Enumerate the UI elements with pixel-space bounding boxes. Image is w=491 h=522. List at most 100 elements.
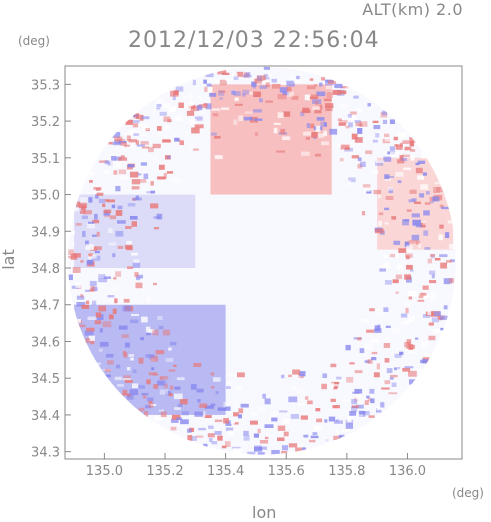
speckle <box>316 117 325 121</box>
speckle <box>205 72 214 78</box>
speckle <box>130 313 139 316</box>
speckle <box>410 349 416 354</box>
speckle <box>288 443 298 448</box>
speckle <box>384 178 392 181</box>
speckle <box>192 79 196 86</box>
speckle <box>76 301 86 307</box>
speckle <box>132 131 140 134</box>
speckle <box>366 329 375 333</box>
speckle <box>361 319 369 323</box>
speckle <box>223 418 229 424</box>
speckle <box>133 132 139 136</box>
speckle <box>354 397 359 402</box>
speckle <box>68 274 73 281</box>
speckle <box>146 191 154 194</box>
radar-field <box>68 66 456 455</box>
speckle <box>405 307 409 314</box>
x-tick-label: 135.0 <box>86 464 123 479</box>
speckle <box>330 398 336 403</box>
speckle <box>402 367 411 372</box>
speckle <box>80 205 86 211</box>
speckle <box>438 234 443 241</box>
speckle <box>242 93 246 97</box>
speckle <box>345 86 351 91</box>
speckle <box>153 282 157 286</box>
speckle <box>168 369 176 372</box>
speckle <box>383 255 388 259</box>
speckle <box>433 311 442 317</box>
speckle <box>401 157 408 162</box>
speckle <box>408 295 413 300</box>
speckle <box>321 383 328 390</box>
speckle <box>185 131 191 135</box>
speckle <box>264 398 271 405</box>
speckle <box>351 133 358 140</box>
speckle <box>406 264 413 270</box>
speckle <box>257 406 265 411</box>
speckle <box>419 294 428 300</box>
speckle <box>309 78 314 81</box>
speckle <box>348 115 357 120</box>
speckle <box>391 382 397 387</box>
speckle <box>180 419 189 425</box>
speckle <box>277 93 287 100</box>
speckle <box>325 105 333 112</box>
speckle <box>76 295 85 300</box>
speckle <box>425 191 430 195</box>
speckle <box>417 160 426 164</box>
speckle <box>384 138 392 142</box>
speckle <box>237 449 241 454</box>
speckle <box>163 116 171 122</box>
speckle <box>124 144 130 148</box>
speckle <box>320 121 326 127</box>
speckle <box>431 317 439 323</box>
speckle <box>431 274 435 279</box>
speckle <box>194 124 204 129</box>
speckle <box>133 259 140 264</box>
speckle <box>408 291 417 297</box>
speckle <box>309 439 316 443</box>
speckle <box>310 94 319 99</box>
speckle <box>343 104 348 108</box>
speckle <box>415 224 423 228</box>
speckle <box>383 343 391 348</box>
speckle <box>139 179 147 183</box>
speckle <box>78 202 87 209</box>
speckle <box>378 212 384 216</box>
speckle <box>113 277 117 280</box>
speckle <box>249 91 257 95</box>
speckle <box>110 160 114 167</box>
speckle <box>135 277 141 281</box>
speckle <box>429 201 434 204</box>
speckle <box>395 171 404 177</box>
speckle <box>345 423 354 429</box>
speckle <box>382 368 386 371</box>
speckle <box>95 312 102 318</box>
speckle <box>231 90 236 95</box>
speckle <box>115 230 124 237</box>
speckle <box>384 358 390 363</box>
speckle <box>328 416 336 422</box>
speckle <box>405 253 413 258</box>
speckle <box>402 140 410 144</box>
speckle <box>420 292 427 296</box>
speckle <box>107 295 115 298</box>
speckle <box>229 425 238 431</box>
speckle <box>332 89 342 95</box>
speckle <box>148 372 157 376</box>
speckle <box>98 278 108 283</box>
speckle <box>384 174 390 180</box>
speckle <box>291 385 298 390</box>
speckle <box>290 414 300 419</box>
speckle <box>217 435 223 441</box>
speckle <box>404 366 414 369</box>
speckle <box>98 305 107 312</box>
speckle <box>300 111 305 117</box>
speckle <box>318 133 324 138</box>
speckle <box>399 351 404 355</box>
speckle <box>439 224 444 229</box>
speckle <box>283 418 290 424</box>
speckle <box>232 73 238 77</box>
speckle <box>354 388 363 394</box>
